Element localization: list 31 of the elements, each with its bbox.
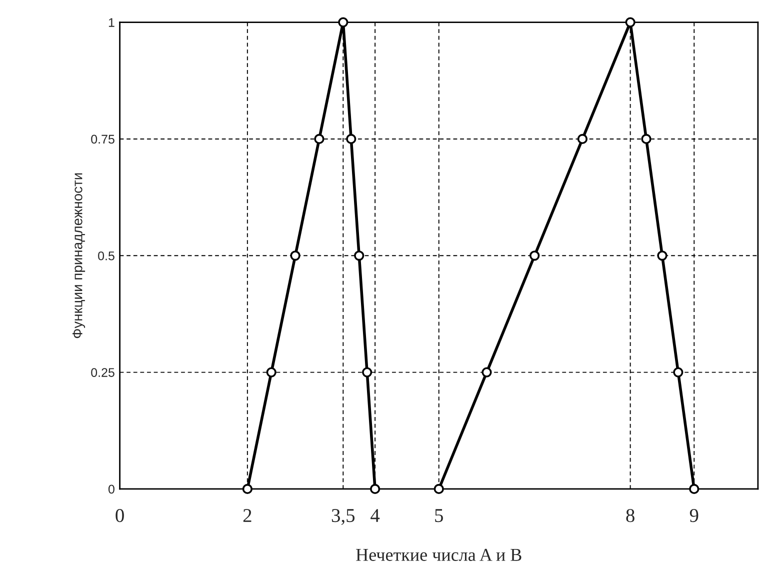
point bbox=[290, 250, 300, 261]
point bbox=[346, 134, 356, 144]
point bbox=[673, 367, 684, 378]
point bbox=[657, 250, 668, 261]
point bbox=[242, 484, 252, 494]
x-tick-label: 9 bbox=[690, 509, 698, 522]
point bbox=[641, 134, 652, 144]
y-tick-label: 0.5 bbox=[98, 251, 114, 260]
x-axis-title: Нечеткие числа A и B bbox=[356, 548, 522, 561]
y-tick-label: 1 bbox=[108, 18, 114, 27]
point bbox=[530, 250, 540, 261]
x-tick-label: 2 bbox=[243, 509, 252, 522]
point bbox=[362, 367, 372, 378]
y-tick-label: 0 bbox=[108, 484, 114, 494]
point bbox=[266, 367, 276, 378]
point bbox=[625, 17, 636, 28]
y-tick-label: 0.75 bbox=[91, 134, 114, 144]
x-tick-label: 3,5 bbox=[332, 509, 355, 525]
point bbox=[482, 367, 492, 378]
y-axis-title: Функции принадлежности bbox=[72, 173, 86, 338]
point bbox=[434, 484, 444, 494]
x-tick-label: 4 bbox=[370, 509, 380, 522]
x-tick-label: 8 bbox=[626, 508, 634, 522]
point bbox=[338, 17, 348, 28]
point bbox=[370, 484, 380, 494]
point bbox=[689, 484, 700, 494]
point bbox=[354, 250, 364, 261]
point bbox=[314, 134, 324, 144]
x-tick-label: 5 bbox=[435, 509, 443, 522]
y-tick-label: 0.25 bbox=[91, 368, 114, 377]
point bbox=[577, 134, 588, 144]
